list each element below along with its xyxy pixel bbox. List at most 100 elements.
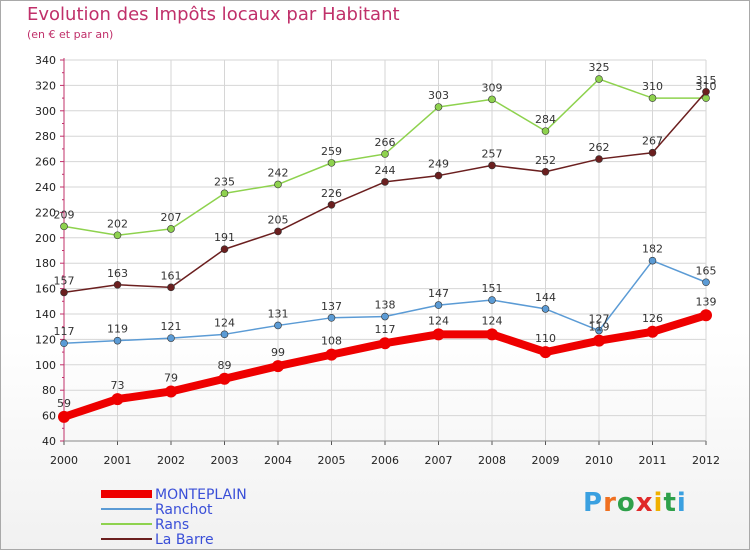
y-tick-label: 120 <box>35 333 56 346</box>
data-point-rans <box>434 103 443 111</box>
data-point-la-barre <box>648 148 657 157</box>
y-axis: 40 60 80 100 120 140 160 180 200 220 240 260 280 300 3… <box>35 54 65 448</box>
data-label-rans: 259 <box>321 145 342 158</box>
data-point-ranchot <box>702 278 710 287</box>
logo-letter: o <box>616 488 636 518</box>
data-point-rans <box>381 150 389 158</box>
data-label-ranchot: 138 <box>375 299 396 312</box>
data-point-ranchot <box>220 330 229 339</box>
y-tick-label: 240 <box>35 181 56 194</box>
data-point-la-barre <box>381 178 389 186</box>
data-label-la-barre: 262 <box>589 141 610 154</box>
data-label-monteplain: 73 <box>111 379 125 392</box>
data-point-ranchot <box>167 334 175 342</box>
data-point-ranchot <box>595 326 603 335</box>
data-point-rans <box>113 231 122 240</box>
data-label-la-barre: 252 <box>535 154 556 167</box>
y-tick-label: 200 <box>35 232 56 245</box>
series-group: 117 119 121 124 131 137 138 147 151 144 127 182 165 2… <box>54 61 717 423</box>
x-tick-label: 2008 <box>478 454 506 467</box>
data-label-monteplain: 124 <box>482 314 503 327</box>
series-monteplain: 59 73 79 89 99 108 117 124 124 110 119 126 139 <box>57 295 717 423</box>
data-point-rans <box>541 127 550 135</box>
proxiti-logo: Proxiti <box>583 488 687 518</box>
x-tick-label: 2002 <box>157 454 185 467</box>
y-tick-label: 220 <box>35 206 56 219</box>
data-label-rans: 303 <box>428 89 449 102</box>
data-label-la-barre: 161 <box>161 269 182 282</box>
data-point-monteplain <box>272 360 284 373</box>
data-label-monteplain: 99 <box>271 346 285 359</box>
x-tick-label: 2010 <box>585 454 613 467</box>
data-point-monteplain <box>379 337 391 350</box>
data-point-monteplain <box>486 328 498 341</box>
y-tick-label: 180 <box>35 257 56 270</box>
x-tick-label: 2009 <box>532 454 560 467</box>
data-label-ranchot: 151 <box>482 282 503 295</box>
data-label-rans: 309 <box>482 81 503 94</box>
data-label-rans: 284 <box>535 113 556 126</box>
legend-label-monteplain: MONTEPLAIN <box>155 487 247 503</box>
x-tick-label: 2012 <box>692 454 720 467</box>
y-tick-label: 260 <box>35 156 56 169</box>
data-point-la-barre <box>220 245 229 254</box>
x-tick-label: 2005 <box>318 454 346 467</box>
y-tick-label: 280 <box>35 130 56 143</box>
data-label-la-barre: 249 <box>428 158 449 171</box>
logo-letter: i <box>676 488 687 518</box>
y-tick-label: 300 <box>35 105 56 118</box>
data-point-monteplain <box>58 410 70 423</box>
data-label-monteplain: 108 <box>321 335 342 348</box>
data-label-ranchot: 165 <box>696 264 717 277</box>
y-tick-label: 340 <box>35 54 56 67</box>
data-label-la-barre: 226 <box>321 187 342 200</box>
y-tick-label: 160 <box>35 283 56 296</box>
data-point-monteplain <box>432 328 445 341</box>
x-tick-label: 2007 <box>425 454 453 467</box>
data-point-rans <box>60 222 68 231</box>
y-tick-label: 80 <box>42 384 56 397</box>
data-label-rans: 325 <box>589 61 610 74</box>
data-point-ranchot <box>488 296 496 304</box>
data-point-ranchot <box>327 314 336 322</box>
data-label-monteplain: 124 <box>428 314 449 327</box>
data-label-la-barre: 257 <box>482 147 503 160</box>
data-label-rans: 207 <box>161 211 182 224</box>
data-point-rans <box>327 159 336 167</box>
data-point-monteplain <box>111 393 124 406</box>
logo-letter: t <box>663 488 677 518</box>
legend-label-la-barre: La Barre <box>155 532 214 548</box>
data-label-ranchot: 137 <box>321 300 342 313</box>
x-tick-label: 2011 <box>639 454 667 467</box>
logo-letter: i <box>653 488 664 518</box>
data-label-ranchot: 124 <box>214 316 235 329</box>
data-point-rans <box>595 75 603 83</box>
data-label-ranchot: 117 <box>54 325 75 338</box>
data-label-rans: 209 <box>54 208 75 221</box>
logo-letter: x <box>635 488 654 518</box>
data-label-rans: 266 <box>375 136 396 149</box>
data-label-la-barre: 191 <box>214 231 235 244</box>
data-label-rans: 202 <box>107 217 128 230</box>
y-tick-label: 100 <box>35 359 56 372</box>
data-label-la-barre: 267 <box>642 135 663 148</box>
data-label-ranchot: 182 <box>642 243 663 256</box>
data-point-la-barre <box>274 227 282 236</box>
series-la-barre: 157 163 161 191 205 226 244 249 257 252 262 267 315 <box>54 74 717 297</box>
data-label-rans: 242 <box>268 166 289 179</box>
data-point-monteplain <box>700 309 712 322</box>
data-point-ranchot <box>648 256 657 265</box>
series-ranchot: 117 119 121 124 131 137 138 147 151 144 127 182 165 <box>54 243 717 348</box>
data-label-la-barre: 205 <box>268 213 289 226</box>
data-label-rans: 310 <box>696 80 717 93</box>
data-point-monteplain <box>165 385 177 398</box>
x-tick-label: 2006 <box>371 454 399 467</box>
legend-label-rans: Rans <box>155 517 189 533</box>
data-point-la-barre <box>702 87 710 96</box>
data-label-monteplain: 59 <box>57 397 71 410</box>
data-label-monteplain: 126 <box>642 312 663 325</box>
data-label-rans: 235 <box>214 175 235 188</box>
data-point-monteplain <box>646 325 659 338</box>
data-point-ranchot <box>541 305 550 313</box>
